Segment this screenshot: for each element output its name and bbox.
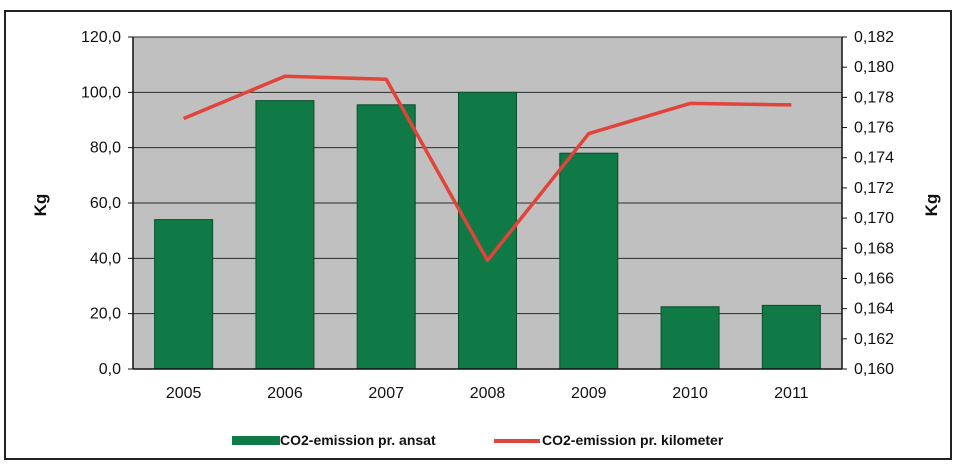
right-tick-label: 0,178 [854, 89, 894, 106]
x-tick-label: 2010 [672, 385, 708, 402]
left-tick-label: 120,0 [81, 29, 121, 46]
x-axis-ticks: 2005 2006 2007 2008 2009 2010 2011 [166, 385, 809, 402]
legend: CO2-emission pr. ansat CO2-emission pr. … [232, 432, 724, 448]
legend-swatch-bar [232, 436, 280, 445]
x-tick-label: 2006 [267, 385, 303, 402]
right-tick-label: 0,176 [854, 120, 894, 137]
right-tick-label: 0,164 [854, 301, 894, 318]
right-tick-label: 0,174 [854, 150, 894, 167]
left-axis-ticks: 0,0 20,0 40,0 60,0 80,0 100,0 120,0 [81, 29, 133, 378]
right-axis-title: Kg [922, 194, 941, 217]
right-tick-label: 0,172 [854, 180, 894, 197]
left-tick-label: 60,0 [90, 195, 121, 212]
x-tick-label: 2009 [571, 385, 607, 402]
legend-label-line: CO2-emission pr. kilometer [542, 432, 724, 448]
right-tick-label: 0,180 [854, 59, 894, 76]
x-tick-label: 2008 [470, 385, 506, 402]
right-tick-label: 0,166 [854, 270, 894, 287]
left-tick-label: 20,0 [90, 306, 121, 323]
right-tick-label: 0,182 [854, 29, 894, 46]
left-tick-label: 40,0 [90, 250, 121, 267]
bar [459, 92, 517, 369]
right-tick-label: 0,162 [854, 331, 894, 348]
legend-label-bar: CO2-emission pr. ansat [280, 432, 436, 448]
right-tick-label: 0,170 [854, 210, 894, 227]
left-tick-label: 100,0 [81, 84, 121, 101]
bar [661, 307, 719, 369]
left-tick-label: 0,0 [99, 361, 121, 378]
bar [357, 105, 415, 369]
bar [256, 101, 314, 369]
right-axis-ticks: 0,160 0,162 0,164 0,166 0,168 0,170 0,17… [842, 29, 894, 378]
x-tick-label: 2005 [166, 385, 202, 402]
bar [155, 220, 213, 369]
left-tick-label: 80,0 [90, 140, 121, 157]
x-tick-label: 2011 [774, 385, 809, 402]
right-tick-label: 0,168 [854, 240, 894, 257]
right-tick-label: 0,160 [854, 361, 894, 378]
bar [560, 153, 618, 369]
bar [762, 305, 820, 369]
x-tick-label: 2007 [368, 385, 404, 402]
left-axis-title: Kg [31, 194, 50, 217]
